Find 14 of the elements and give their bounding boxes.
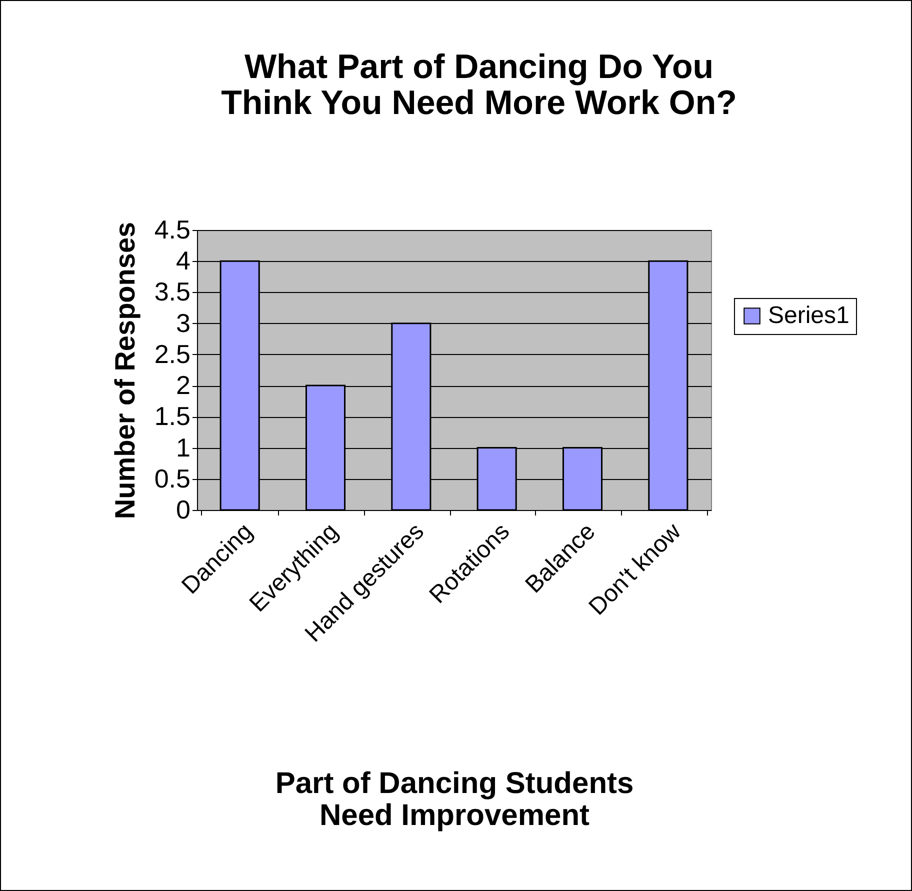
y-tick-label: 0 <box>176 494 190 524</box>
y-tick-label: 2 <box>176 370 190 400</box>
y-tick-label: 1.5 <box>154 401 190 432</box>
y-tick-label: 1 <box>176 432 190 462</box>
y-tick-label: 3.5 <box>154 276 190 307</box>
y-tick-label: 3 <box>176 308 190 338</box>
legend-label: Series1 <box>768 302 850 329</box>
y-tick-label: 4.5 <box>154 214 190 244</box>
y-tick-label: 4 <box>176 246 190 276</box>
y-tick-label: 2.5 <box>154 338 190 369</box>
chart-title: What Part of Dancing Do You Think You Need More Work On? <box>221 48 737 122</box>
x-axis-title: Part of Dancing Students Need Improvement <box>275 766 634 832</box>
y-tick-label: 0.5 <box>154 463 190 494</box>
y-axis-title: Number of Responses <box>109 222 140 520</box>
